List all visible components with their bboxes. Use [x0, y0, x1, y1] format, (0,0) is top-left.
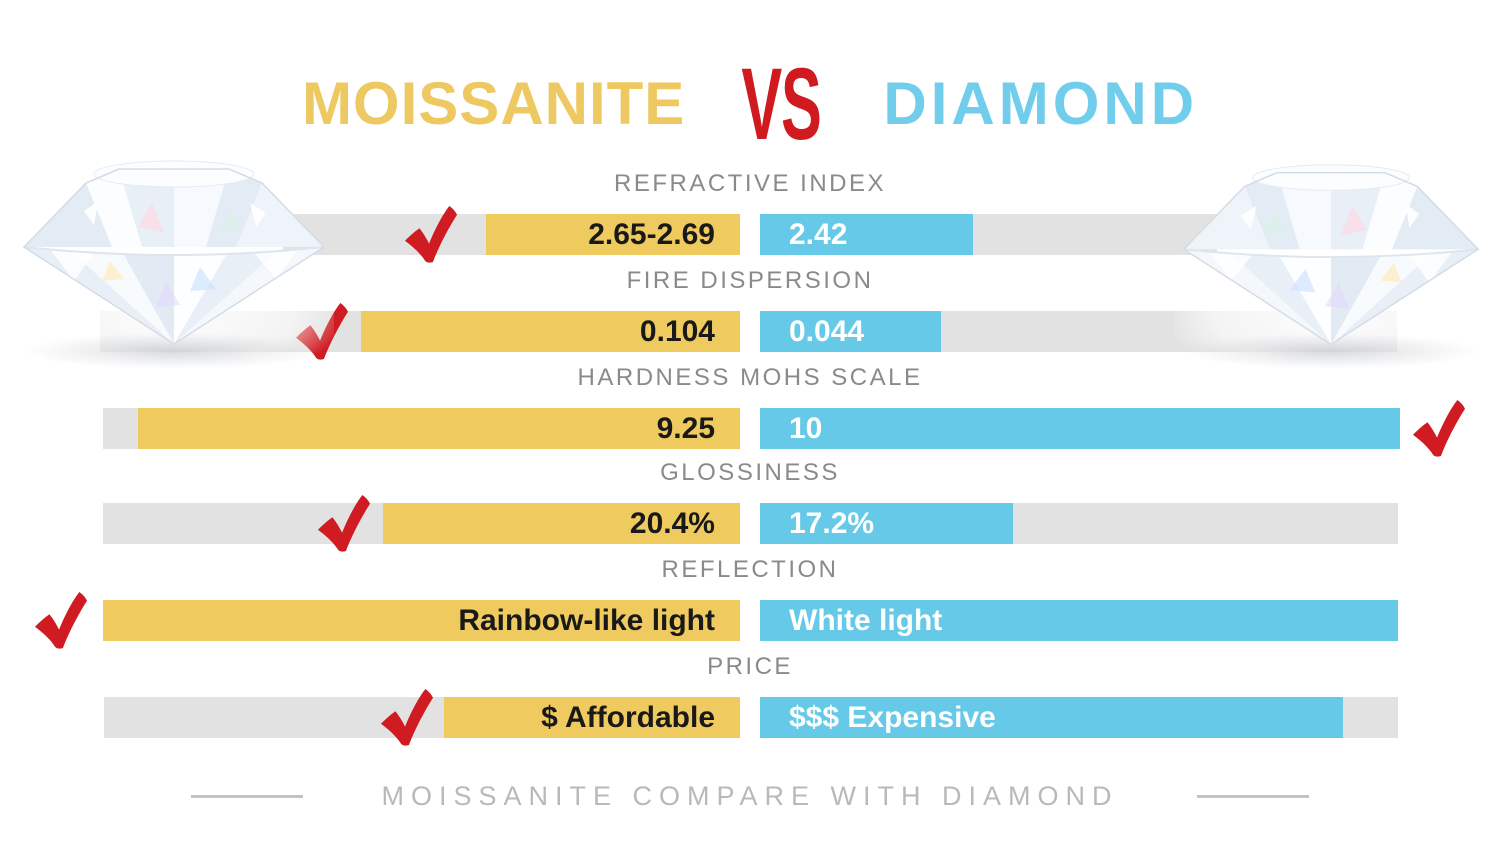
diamond-track: $$$ Expensive	[760, 697, 1398, 738]
diamond-value: 17.2%	[789, 506, 875, 540]
row-reflection: REFLECTION Rainbow-like light White ligh…	[0, 556, 1500, 649]
moissanite-track: Rainbow-like light	[103, 600, 740, 641]
moissanite-track: 9.25	[103, 408, 740, 449]
diamond-bar: 17.2%	[760, 503, 1013, 544]
diamond-bar: 10	[760, 408, 1400, 449]
moissanite-value: 2.65-2.69	[588, 217, 715, 251]
footer: MOISSANITE COMPARE WITH DIAMOND	[0, 781, 1500, 812]
row-label: REFLECTION	[661, 556, 839, 583]
diamond-track: 10	[760, 408, 1400, 449]
moissanite-bar: 2.65-2.69	[486, 214, 740, 255]
moissanite-value: $ Affordable	[541, 700, 715, 734]
diamond-track: White light	[760, 600, 1398, 641]
diamond-track: 2.42	[760, 214, 1217, 255]
moissanite-bar: 9.25	[138, 408, 740, 449]
diamond-value: $$$ Expensive	[789, 700, 996, 734]
diamond-bar: White light	[760, 600, 1398, 641]
row-hardness: HARDNESS MOHS SCALE 9.25 10	[0, 364, 1500, 457]
moissanite-bar: 0.104	[361, 311, 740, 352]
checkmark-icon	[380, 689, 434, 746]
diamond-bar: 2.42	[760, 214, 973, 255]
moissanite-track: 20.4%	[103, 503, 740, 544]
checkmark-icon	[317, 495, 371, 552]
diamond-gem-image	[1174, 163, 1488, 376]
diamond-value: 0.044	[789, 314, 865, 348]
row-label: REFRACTIVE INDEX	[613, 170, 887, 197]
diamond-value: 10	[789, 411, 823, 445]
moissanite-bar: $ Affordable	[444, 697, 740, 738]
title-diamond: DIAMOND	[883, 70, 1199, 137]
checkmark-icon	[34, 592, 88, 649]
checkmark-icon	[1412, 400, 1466, 457]
row-label: PRICE	[707, 653, 793, 680]
row-price: PRICE $ Affordable $$$ Expensive	[0, 653, 1500, 746]
diamond-bar: $$$ Expensive	[760, 697, 1343, 738]
diamond-value: White light	[789, 603, 943, 637]
moissanite-gem-image	[14, 160, 334, 376]
row-label: HARDNESS MOHS SCALE	[577, 364, 923, 391]
moissanite-value: 9.25	[656, 411, 715, 445]
row-label: GLOSSINESS	[660, 459, 840, 486]
footer-caption: MOISSANITE COMPARE WITH DIAMOND	[381, 781, 1119, 811]
moissanite-value: Rainbow-like light	[458, 603, 715, 637]
title-moissanite: MOISSANITE	[301, 70, 686, 137]
row-glossiness: GLOSSINESS 20.4% 17.2%	[0, 459, 1500, 552]
page-title: MOISSANITE VS DIAMOND	[0, 47, 1500, 161]
diamond-track: 17.2%	[760, 503, 1398, 544]
footer-right-line	[1196, 795, 1309, 798]
title-vs: VS	[741, 47, 822, 161]
row-label: FIRE DISPERSION	[626, 267, 874, 294]
diamond-bar: 0.044	[760, 311, 941, 352]
moissanite-bar: Rainbow-like light	[103, 600, 740, 641]
diamond-value: 2.42	[789, 217, 848, 251]
moissanite-bar: 20.4%	[383, 503, 740, 544]
checkmark-icon	[404, 206, 458, 263]
footer-left-line	[191, 795, 304, 798]
moissanite-track: 2.65-2.69	[283, 214, 740, 255]
moissanite-value: 20.4%	[629, 506, 715, 540]
moissanite-value: 0.104	[639, 314, 715, 348]
row-refractive-index: REFRACTIVE INDEX 2.65-2.69 2.42	[0, 170, 1500, 263]
